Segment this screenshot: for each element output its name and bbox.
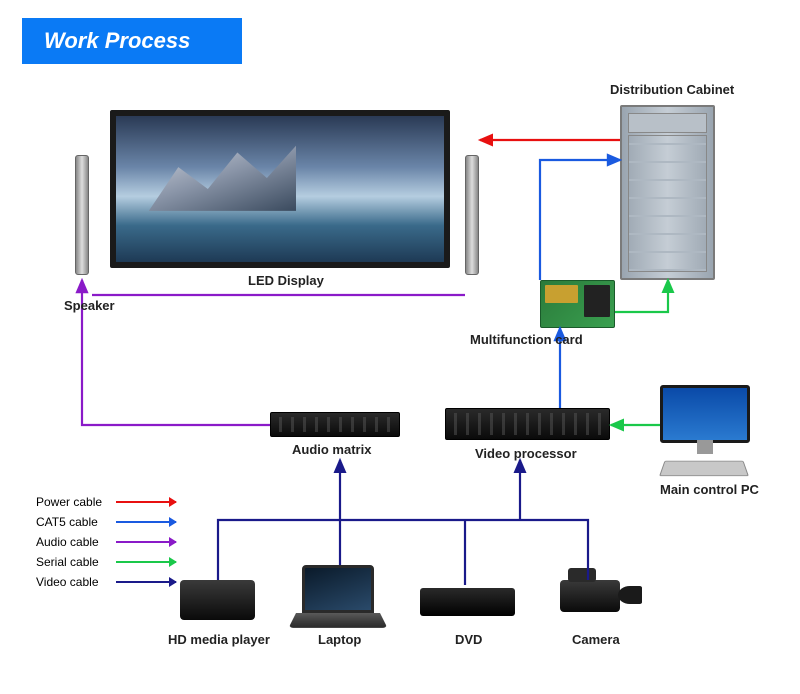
legend-arrow-icon xyxy=(116,561,176,563)
speaker-left-icon xyxy=(75,155,89,275)
video-processor-icon xyxy=(445,408,610,440)
hd-media-player-icon xyxy=(180,580,255,620)
label-dvd: DVD xyxy=(455,632,482,647)
speaker-right-icon xyxy=(465,155,479,275)
label-distribution-cabinet: Distribution Cabinet xyxy=(610,82,734,97)
label-multifunction-card: Multifunction card xyxy=(470,332,583,347)
dvd-icon xyxy=(420,588,515,616)
legend-row: CAT5 cable xyxy=(36,512,176,532)
legend-arrow-icon xyxy=(116,501,176,503)
label-led-display: LED Display xyxy=(248,273,324,288)
cable-legend: Power cable CAT5 cable Audio cable Serial c… xyxy=(36,492,176,592)
title-banner: Work Process xyxy=(22,18,242,64)
laptop-screen-icon xyxy=(302,565,374,613)
pc-keyboard-icon xyxy=(659,461,749,476)
label-video-processor: Video processor xyxy=(475,446,577,461)
camera-icon xyxy=(560,580,620,612)
legend-label: Serial cable xyxy=(36,555,116,569)
legend-label: Video cable xyxy=(36,575,116,589)
led-display-icon xyxy=(110,110,450,268)
multifunction-card-icon xyxy=(540,280,615,328)
legend-row: Video cable xyxy=(36,572,176,592)
legend-row: Audio cable xyxy=(36,532,176,552)
legend-label: Audio cable xyxy=(36,535,116,549)
label-speaker: Speaker xyxy=(64,298,115,313)
label-hd-media-player: HD media player xyxy=(168,632,270,647)
legend-row: Serial cable xyxy=(36,552,176,572)
audio-matrix-icon xyxy=(270,412,400,437)
legend-arrow-icon xyxy=(116,521,176,523)
legend-label: CAT5 cable xyxy=(36,515,116,529)
legend-row: Power cable xyxy=(36,492,176,512)
label-main-control-pc: Main control PC xyxy=(660,482,759,497)
legend-label: Power cable xyxy=(36,495,116,509)
legend-arrow-icon xyxy=(116,541,176,543)
diagram-canvas: Work Process Distribution Cabinet LED Di… xyxy=(0,0,800,694)
label-laptop: Laptop xyxy=(318,632,361,647)
legend-arrow-icon xyxy=(116,581,176,583)
laptop-base-icon xyxy=(289,613,388,628)
label-audio-matrix: Audio matrix xyxy=(292,442,371,457)
label-camera: Camera xyxy=(572,632,620,647)
pc-monitor-icon xyxy=(660,385,750,443)
distribution-cabinet-icon xyxy=(620,105,715,280)
